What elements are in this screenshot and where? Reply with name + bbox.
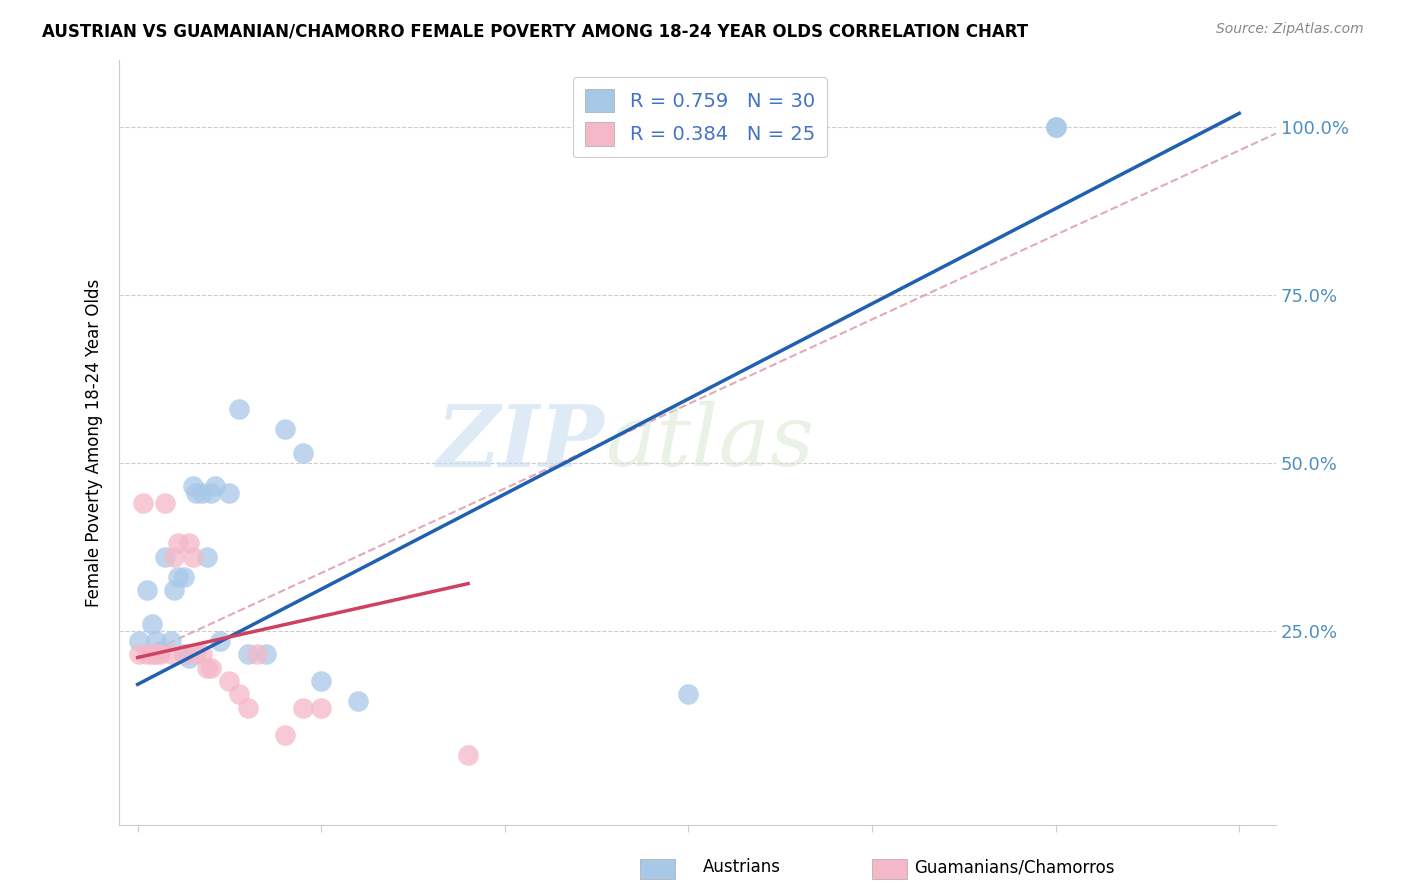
Text: Source: ZipAtlas.com: Source: ZipAtlas.com: [1216, 22, 1364, 37]
Point: [153, 496, 176, 510]
Point: [291, 445, 314, 459]
Point: [309, 701, 332, 715]
Point: [218, 486, 240, 500]
Point: [128, 633, 150, 648]
Point: [173, 570, 195, 584]
Point: [186, 647, 208, 661]
Legend: R = 0.759   N = 30, R = 0.384   N = 25: R = 0.759 N = 30, R = 0.384 N = 25: [574, 77, 827, 158]
Point: [186, 486, 208, 500]
Point: [218, 673, 240, 688]
Text: ZIP: ZIP: [437, 401, 605, 484]
Point: [1045, 120, 1067, 134]
Y-axis label: Female Poverty Among 18-24 Year Olds: Female Poverty Among 18-24 Year Olds: [86, 278, 103, 607]
Point: [273, 728, 295, 742]
Point: [181, 549, 204, 564]
Point: [159, 633, 181, 648]
Point: [236, 647, 259, 661]
Text: Austrians: Austrians: [703, 858, 780, 876]
Point: [132, 496, 155, 510]
Point: [167, 570, 190, 584]
Point: [204, 479, 226, 493]
Point: [153, 549, 176, 564]
Point: [191, 647, 214, 661]
Text: atlas: atlas: [605, 401, 814, 483]
Point: [197, 549, 219, 564]
Point: [141, 647, 163, 661]
Point: [173, 647, 195, 661]
Point: [200, 660, 222, 674]
Point: [128, 647, 150, 661]
Text: AUSTRIAN VS GUAMANIAN/CHAMORRO FEMALE POVERTY AMONG 18-24 YEAR OLDS CORRELATION : AUSTRIAN VS GUAMANIAN/CHAMORRO FEMALE PO…: [42, 22, 1028, 40]
Point: [273, 422, 295, 436]
Point: [145, 633, 167, 648]
Point: [254, 647, 277, 661]
Point: [141, 616, 163, 631]
Point: [228, 688, 250, 702]
Point: [135, 647, 157, 661]
Point: [149, 647, 172, 661]
Point: [457, 747, 479, 762]
Point: [177, 536, 200, 550]
Point: [181, 479, 204, 493]
Point: [159, 647, 181, 661]
Point: [309, 673, 332, 688]
Point: [163, 583, 186, 598]
Point: [228, 401, 250, 416]
Point: [167, 536, 190, 550]
Point: [163, 549, 186, 564]
Point: [200, 486, 222, 500]
Point: [197, 660, 219, 674]
Point: [1045, 120, 1067, 134]
Point: [209, 633, 232, 648]
Text: Guamanians/Chamorros: Guamanians/Chamorros: [914, 858, 1115, 876]
Point: [291, 701, 314, 715]
Point: [173, 647, 195, 661]
Point: [149, 644, 172, 658]
Point: [678, 688, 700, 702]
Point: [145, 647, 167, 661]
Point: [135, 583, 157, 598]
Point: [347, 694, 370, 708]
Point: [246, 647, 269, 661]
Point: [191, 486, 214, 500]
Point: [236, 701, 259, 715]
Point: [177, 650, 200, 665]
